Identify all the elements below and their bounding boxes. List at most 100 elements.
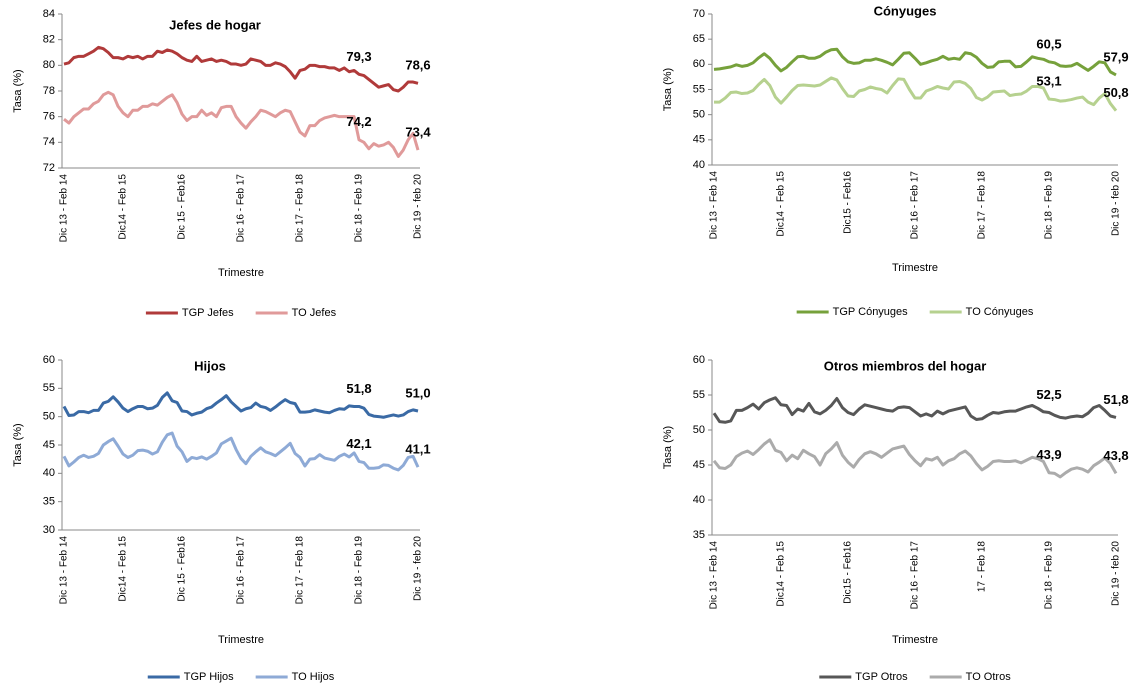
series-line xyxy=(714,76,1118,112)
x-tick-label: Dic 19 - feb 20 xyxy=(1111,171,1122,236)
y-tick-label: 65 xyxy=(693,33,705,45)
data-label: 50,8 xyxy=(1103,85,1128,100)
x-tick-label: Dic15 - Feb16 xyxy=(843,171,854,234)
x-tick-label: 17 - Feb 18 xyxy=(977,541,988,593)
x-tick-label: Dic 19 - feb 20 xyxy=(1111,541,1122,606)
x-tick-label: Dic 17 - Feb 18 xyxy=(295,174,306,243)
title: Jefes de hogar xyxy=(169,17,261,32)
x-tick-label: Dic 16 - Feb 17 xyxy=(236,174,247,243)
data-label: 74,2 xyxy=(346,114,371,129)
x-tick-label: Dic 16 - Feb 17 xyxy=(236,536,247,605)
x-tick-label: Dic14 - Feb 15 xyxy=(118,174,129,240)
legend-label: TGP Hijos xyxy=(184,671,234,683)
x-axis-label: Trimestre xyxy=(218,634,264,646)
data-label: 43,8 xyxy=(1103,448,1128,463)
y-tick-label: 45 xyxy=(693,459,705,471)
y-tick-label: 72 xyxy=(43,162,55,174)
x-axis-label: Trimestre xyxy=(892,634,938,646)
y-tick-label: 84 xyxy=(43,8,55,20)
y-tick-label: 40 xyxy=(693,159,705,171)
data-label: 79,3 xyxy=(346,49,371,64)
legend-label: TGP Jefes xyxy=(182,307,234,319)
y-tick-label: 40 xyxy=(43,467,55,479)
x-tick-label: Dic 13 - Feb 14 xyxy=(709,171,720,240)
data-label: 41,1 xyxy=(405,442,430,457)
data-label: 53,1 xyxy=(1036,74,1061,89)
y-tick-label: 60 xyxy=(693,354,705,366)
x-axis-label: Trimestre xyxy=(218,267,264,279)
x-tick-label: Dic14 - Feb 15 xyxy=(776,171,787,237)
x-tick-label: Dic 19 - feb 20 xyxy=(413,536,424,601)
x-tick-label: Dic14 - Feb 15 xyxy=(118,536,129,602)
y-tick-label: 55 xyxy=(43,382,55,394)
title: Hijos xyxy=(194,358,226,373)
y-tick-label: 70 xyxy=(693,8,705,20)
y-axis-label: Tasa (%) xyxy=(662,68,674,111)
data-label: 73,4 xyxy=(405,124,431,139)
y-axis-label: Tasa (%) xyxy=(12,423,24,466)
y-tick-label: 45 xyxy=(693,134,705,146)
series-line xyxy=(62,431,420,472)
x-tick-label: Dic 19 - feb 20 xyxy=(413,174,424,239)
y-tick-label: 35 xyxy=(693,529,705,541)
y-tick-label: 50 xyxy=(693,424,705,436)
y-tick-label: 82 xyxy=(43,34,55,46)
y-tick-label: 80 xyxy=(43,59,55,71)
data-label: 42,1 xyxy=(346,436,371,451)
x-tick-label: Dic 16 - Feb 17 xyxy=(910,171,921,240)
legend: TGP Jefes TO Jefes xyxy=(145,307,337,319)
title: Cónyuges xyxy=(874,3,937,18)
y-tick-label: 74 xyxy=(43,136,55,148)
series-line xyxy=(712,438,1118,479)
data-label: 51,8 xyxy=(346,381,371,396)
x-tick-label: Dic 18 - Feb 19 xyxy=(1044,541,1055,610)
y-tick-label: 55 xyxy=(693,389,705,401)
y-tick-label: 78 xyxy=(43,85,55,97)
x-tick-label: Dic 13 - Feb 14 xyxy=(59,174,70,243)
legend-label: TO Otros xyxy=(966,671,1012,683)
legend-label: TO Jefes xyxy=(292,307,337,319)
x-axis-label: Trimestre xyxy=(892,262,938,274)
x-tick-label: Dic 15 - Feb16 xyxy=(177,174,188,240)
series-line xyxy=(712,396,1117,424)
y-tick-label: 50 xyxy=(693,109,705,121)
legend-label: TO Cónyuges xyxy=(966,306,1034,318)
legend: TGP Otros TO Otros xyxy=(819,671,1011,683)
legend-label: TGP Cónyuges xyxy=(833,306,909,318)
x-tick-label: Dic 16 - Feb 17 xyxy=(910,541,921,610)
y-tick-label: 40 xyxy=(693,494,705,506)
y-tick-label: 76 xyxy=(43,111,55,123)
series-line xyxy=(713,47,1117,77)
data-label: 51,0 xyxy=(405,385,430,400)
legend-label: TGP Otros xyxy=(855,671,908,683)
data-label: 52,5 xyxy=(1036,387,1061,402)
data-label: 43,9 xyxy=(1036,447,1061,462)
x-tick-label: Dic15 - Feb16 xyxy=(843,541,854,604)
series-line xyxy=(63,90,420,158)
x-tick-label: Dic 17 - Feb 18 xyxy=(977,171,988,240)
y-axis-label: Tasa (%) xyxy=(12,69,24,112)
series-line xyxy=(62,391,419,419)
title: Otros miembros del hogar xyxy=(824,358,987,373)
x-tick-label: Dic 13 - Feb 14 xyxy=(709,541,720,610)
data-label: 51,8 xyxy=(1103,392,1128,407)
x-tick-label: Dic 18 - Feb 19 xyxy=(1044,171,1055,240)
data-label: 78,6 xyxy=(405,58,430,73)
legend-label: TO Hijos xyxy=(292,671,335,683)
x-tick-label: Dic 18 - Feb 19 xyxy=(354,174,365,243)
y-axis-label: Tasa (%) xyxy=(662,426,674,469)
x-tick-label: Dic14 - Feb 15 xyxy=(776,541,787,607)
x-tick-label: Dic 15 - Feb16 xyxy=(177,536,188,602)
legend: TGP Hijos TO Hijos xyxy=(147,671,335,683)
y-tick-label: 45 xyxy=(43,439,55,451)
y-tick-label: 60 xyxy=(693,58,705,70)
series-line xyxy=(63,45,419,93)
x-tick-label: Dic 17 - Feb 18 xyxy=(295,536,306,605)
y-tick-label: 60 xyxy=(43,354,55,366)
data-label: 57,9 xyxy=(1103,49,1128,64)
y-tick-label: 55 xyxy=(693,83,705,95)
legend: TGP Cónyuges TO Cónyuges xyxy=(796,306,1034,318)
y-tick-label: 30 xyxy=(43,524,55,536)
y-tick-label: 35 xyxy=(43,496,55,508)
